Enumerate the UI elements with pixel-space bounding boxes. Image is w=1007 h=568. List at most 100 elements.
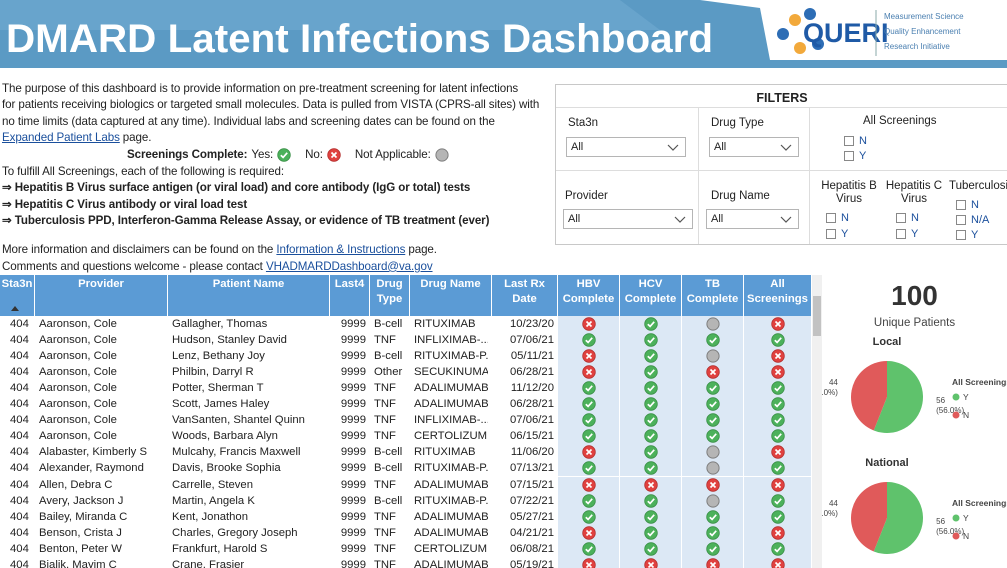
- table-cell: Avery, Jackson J: [39, 494, 124, 507]
- status-icon: [644, 333, 658, 347]
- status-icon: [771, 542, 785, 556]
- filter-divider: [809, 107, 810, 244]
- scrollbar-thumb[interactable]: [813, 296, 821, 336]
- instructions-link[interactable]: Information & Instructions: [276, 243, 406, 257]
- status-cell: [620, 477, 682, 493]
- status-icon: [771, 558, 785, 568]
- column-header: HCV Complete: [620, 275, 682, 316]
- status-cell: [682, 380, 744, 396]
- checkbox-option[interactable]: N: [896, 212, 919, 224]
- checkbox: [956, 200, 966, 210]
- table-cell: 9999: [340, 334, 366, 347]
- chevron-line: [780, 144, 792, 151]
- table-cell: RITUXIMAB-P...: [414, 350, 488, 363]
- status-icon: [771, 365, 785, 379]
- status-cell: [620, 444, 682, 460]
- filter-divider: [556, 107, 1007, 108]
- status-cell: [682, 412, 744, 428]
- checkbox-option[interactable]: Y: [826, 228, 848, 240]
- legend-dot: [952, 532, 960, 540]
- status-cell: [682, 428, 744, 444]
- filter-dropdown[interactable]: All: [706, 209, 799, 229]
- status-icon: [582, 429, 596, 444]
- table-cell: Aaronson, Cole: [39, 398, 117, 411]
- status-icon: [582, 397, 596, 411]
- legend-dot: [952, 411, 960, 419]
- table-cell: Davis, Brooke Sophia: [172, 462, 281, 475]
- status-icon: [706, 397, 720, 411]
- table-cell: 9999: [340, 430, 366, 443]
- checkbox-option[interactable]: N: [956, 199, 979, 211]
- scrollbar-track: [812, 275, 822, 568]
- checkbox-option[interactable]: N: [844, 135, 867, 147]
- checkbox-label: N: [911, 212, 919, 224]
- table-cell: 9999: [340, 462, 366, 475]
- checkbox-label: N/A: [971, 214, 990, 226]
- slice-value-label: 44: [829, 499, 838, 508]
- checkbox-option[interactable]: N: [826, 212, 849, 224]
- status-icon: [771, 413, 785, 428]
- requirement: ⇒ Tuberculosis PPD, Interferon-Gamma Rel…: [2, 214, 490, 228]
- table-cell: TNF: [374, 510, 396, 523]
- filter-dropdown[interactable]: All: [709, 137, 799, 157]
- filter-dropdown[interactable]: All: [563, 209, 693, 229]
- status-cell: [744, 477, 812, 493]
- filters-panel: FILTERS Sta3n All Drug Type All Provider All Dr…: [555, 84, 1007, 245]
- filter-divider: [698, 107, 699, 244]
- intro-line: for patients receiving biologics or targ…: [2, 98, 540, 112]
- status-cell: [620, 428, 682, 444]
- status-icon: [582, 413, 596, 428]
- checkbox-option[interactable]: N/A: [956, 214, 989, 226]
- contact-link[interactable]: VHADMARDDashboard@va.gov: [265, 259, 433, 273]
- table-cell: ADALIMUMAB: [414, 526, 488, 539]
- status-icon: [706, 542, 720, 556]
- status-cell: [682, 541, 744, 557]
- status-icon: [644, 461, 658, 476]
- table-cell: ADALIMUMAB: [414, 558, 488, 568]
- intro-line: no time limits (data captured at any tim…: [2, 114, 555, 130]
- checkbox-option[interactable]: Y: [896, 228, 918, 240]
- checkbox: [896, 229, 906, 239]
- status-cell: [558, 428, 620, 444]
- status-cell: [558, 557, 620, 568]
- status-cell: [682, 525, 744, 541]
- status-icon: [582, 381, 596, 395]
- table-cell: 06/15/21: [510, 430, 554, 443]
- table-cell: 9999: [340, 366, 366, 379]
- table-cell: Alexander, Raymond: [39, 462, 144, 475]
- table-cell: 9999: [340, 542, 366, 555]
- queri-logo-icon: [777, 8, 824, 54]
- column-header: Last Rx Date: [492, 275, 558, 316]
- status-icon: [582, 509, 596, 524]
- org-line: Research Initiative: [884, 42, 950, 51]
- intro-text: The purpose of this dashboard is to prov…: [2, 81, 555, 275]
- status-cell: [620, 509, 682, 525]
- slice-value-label: 56: [936, 517, 945, 526]
- requirement: ⇒ Hepatitis B Virus surface antigen (or …: [2, 181, 471, 195]
- checkbox-option[interactable]: Y: [956, 229, 978, 241]
- status-cell: [744, 364, 812, 380]
- status-icon: [644, 413, 658, 428]
- table-cell: TNF: [374, 558, 396, 568]
- status-cell: [744, 332, 812, 348]
- table-cell: 404: [10, 318, 29, 330]
- filter-dropdown[interactable]: All: [566, 137, 686, 157]
- table-cell: 06/28/21: [510, 366, 554, 379]
- status-icon: [706, 445, 720, 460]
- legend-icon: [327, 147, 341, 163]
- table-cell: Aaronson, Cole: [39, 430, 117, 443]
- table-cell: TNF: [374, 398, 396, 411]
- column-header: Drug Type: [370, 275, 410, 316]
- chevron-line: [674, 216, 686, 223]
- table-cell: B-cell: [374, 446, 403, 459]
- table-cell: Mulcahy, Francis Maxwell: [172, 446, 301, 459]
- checkbox-option[interactable]: Y: [844, 150, 866, 162]
- filter-label: Provider: [565, 190, 608, 202]
- status-cell: [558, 444, 620, 460]
- filter-label: Sta3n: [568, 117, 599, 129]
- checkbox: [896, 213, 906, 223]
- legend-item: No:: [305, 148, 323, 162]
- pie-slice: [851, 361, 887, 431]
- expanded-labs-link[interactable]: Expanded Patient Labs: [2, 130, 120, 144]
- table-cell: 404: [10, 558, 29, 568]
